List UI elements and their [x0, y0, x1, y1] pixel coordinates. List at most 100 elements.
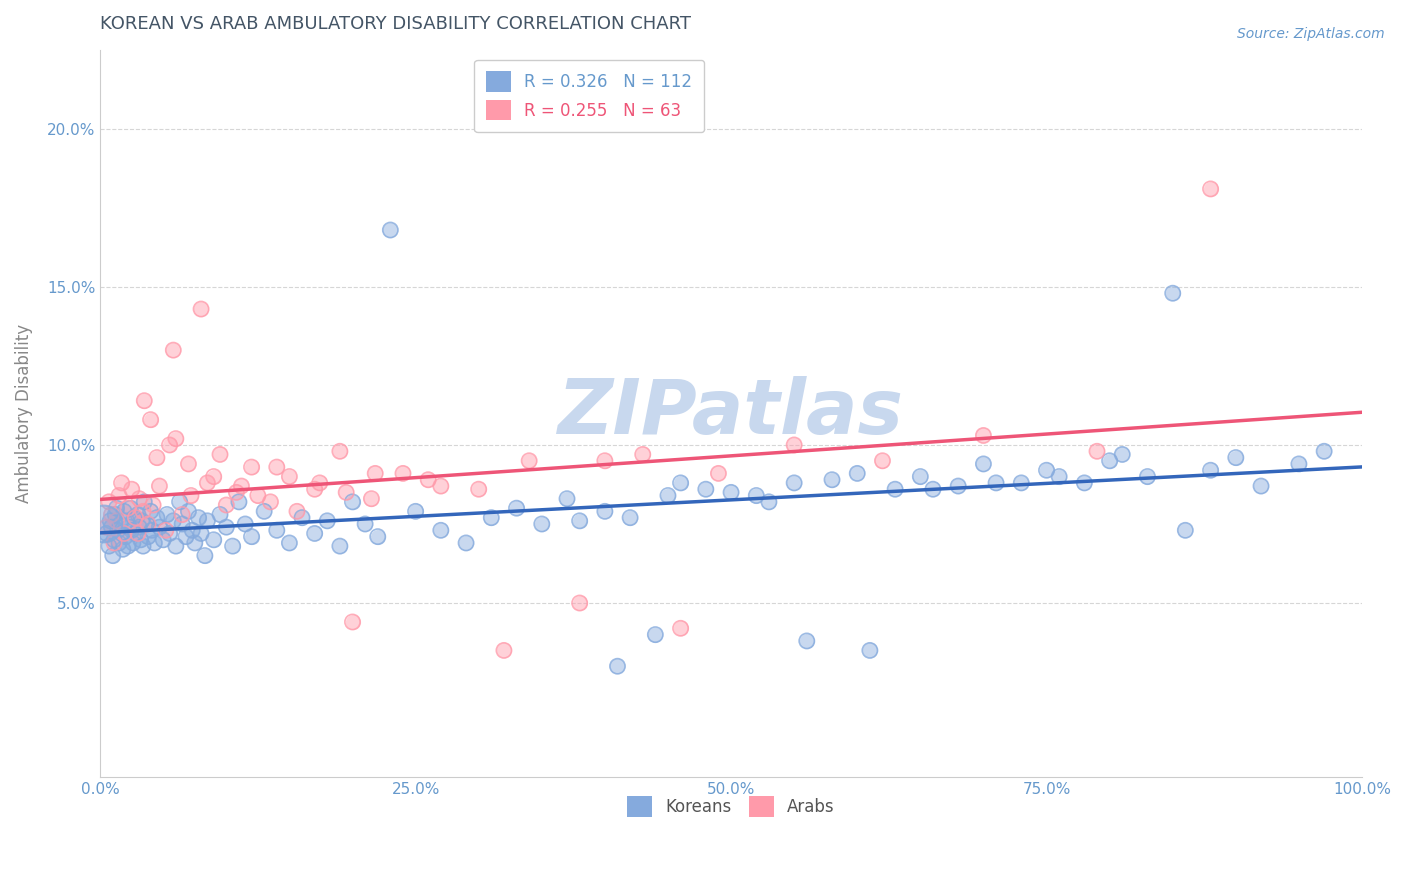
Point [859, 643, 882, 657]
Point [278, 536, 301, 550]
Point [1199, 182, 1222, 196]
Point [127, 526, 149, 541]
Point [110, 475, 132, 490]
Point [129, 533, 152, 547]
Point [367, 530, 389, 544]
Point [93, 516, 115, 531]
Point [105, 501, 128, 516]
Point [246, 489, 269, 503]
Point [948, 479, 970, 493]
Point [110, 475, 132, 490]
Point [96, 526, 118, 541]
Point [278, 536, 301, 550]
Point [129, 533, 152, 547]
Point [1136, 469, 1159, 483]
Point [165, 432, 187, 446]
Point [96, 526, 118, 541]
Point [329, 539, 352, 553]
Point [922, 482, 945, 496]
Point [593, 454, 616, 468]
Point [105, 514, 128, 528]
Point [1288, 457, 1310, 471]
Point [492, 643, 515, 657]
Point [233, 516, 256, 531]
Point [1225, 450, 1247, 465]
Point [364, 467, 387, 481]
Point [872, 454, 894, 468]
Point [180, 489, 202, 503]
Point [240, 530, 263, 544]
Point [1035, 463, 1057, 477]
Point [162, 343, 184, 358]
Point [142, 498, 165, 512]
Point [593, 454, 616, 468]
Point [105, 514, 128, 528]
Point [112, 504, 135, 518]
Point [418, 473, 440, 487]
Point [568, 514, 591, 528]
Point [194, 549, 217, 563]
Point [124, 510, 146, 524]
Point [593, 504, 616, 518]
Point [135, 516, 157, 531]
Point [316, 514, 339, 528]
Point [619, 510, 641, 524]
Point [215, 520, 238, 534]
Point [195, 475, 218, 490]
Point [115, 514, 138, 528]
Point [128, 520, 150, 534]
Point [259, 495, 281, 509]
Point [392, 467, 415, 481]
Point [184, 536, 207, 550]
Point [148, 520, 170, 534]
Point [194, 549, 217, 563]
Legend: Koreans, Arabs: Koreans, Arabs [617, 787, 845, 827]
Point [195, 514, 218, 528]
Point [479, 510, 502, 524]
Point [745, 489, 768, 503]
Point [165, 539, 187, 553]
Point [162, 343, 184, 358]
Point [122, 510, 145, 524]
Point [225, 485, 247, 500]
Point [910, 469, 932, 483]
Point [96, 520, 118, 534]
Point [110, 526, 132, 541]
Point [110, 526, 132, 541]
Point [131, 514, 153, 528]
Point [165, 432, 187, 446]
Point [405, 504, 427, 518]
Point [100, 508, 122, 522]
Point [172, 516, 194, 531]
Point [122, 510, 145, 524]
Point [172, 508, 194, 522]
Point [108, 536, 131, 550]
Point [97, 539, 120, 553]
Point [278, 469, 301, 483]
Point [568, 596, 591, 610]
Point [1225, 450, 1247, 465]
Point [202, 469, 225, 483]
Point [202, 469, 225, 483]
Point [707, 467, 730, 481]
Point [1085, 444, 1108, 458]
Point [97, 495, 120, 509]
Point [136, 530, 159, 544]
Point [467, 482, 489, 496]
Point [266, 460, 288, 475]
Point [1111, 447, 1133, 461]
Point [278, 469, 301, 483]
Point [107, 524, 129, 538]
Point [233, 516, 256, 531]
Point [910, 469, 932, 483]
Point [142, 498, 165, 512]
Point [517, 454, 540, 468]
Point [972, 457, 994, 471]
Point [215, 498, 238, 512]
Point [669, 621, 692, 635]
Point [195, 514, 218, 528]
Point [454, 536, 477, 550]
Point [657, 489, 679, 503]
Point [1199, 182, 1222, 196]
Point [984, 475, 1007, 490]
